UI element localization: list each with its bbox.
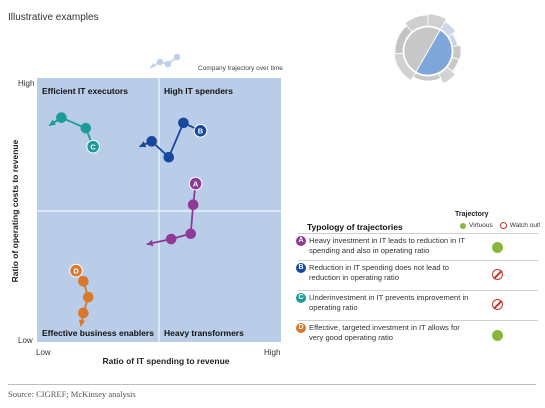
y-axis-low-label: Low (18, 336, 33, 345)
arrowhead (139, 141, 147, 148)
trajectory-caption: Company trajectory over time (198, 65, 283, 72)
watch-key-label: Watch out! (509, 222, 541, 229)
trajectory-header: Trajectory (455, 211, 489, 218)
arrowhead (78, 319, 86, 327)
badge-b: B (296, 263, 306, 273)
data-point (146, 136, 157, 147)
legend-row-c: C Underinvestment in IT prevents improve… (296, 293, 472, 312)
y-axis-title: Ratio of operating costs to revenue (10, 139, 20, 283)
start-point (188, 176, 203, 191)
legend-divider (298, 320, 538, 321)
data-point (185, 228, 197, 240)
virtuous-status-icon (492, 242, 503, 253)
data-point (78, 275, 89, 287)
trajectory-key-icon (149, 53, 181, 69)
x-axis-title: Ratio of IT spending to revenue (102, 356, 230, 366)
data-point (80, 122, 92, 134)
quadrant-label-top-right: High IT spenders (164, 86, 233, 96)
arrowhead (146, 239, 154, 247)
y-axis-high-label: High (18, 79, 35, 88)
data-point (165, 233, 177, 245)
legend-row-text: Underinvestment in IT prevents improveme… (309, 293, 469, 312)
x-axis-high-label: High (264, 348, 281, 357)
virtuous-key-label: Virtuous (469, 222, 493, 229)
legend-divider (298, 260, 538, 261)
quadrant-label-bottom-left: Effective business enablers (42, 328, 154, 338)
source-note: Source: CIGREF; McKinsey analysis (8, 389, 136, 399)
start-point (86, 139, 100, 154)
legend-row-b: B Reduction in IT spending does not lead… (296, 263, 472, 282)
trajectory-a: A (146, 176, 203, 247)
legend-divider (298, 290, 538, 291)
watch-key-icon (499, 222, 507, 229)
legend-row-a: A Heavy investment in IT leads to reduct… (296, 236, 472, 255)
legend-title: Typology of trajectories (307, 222, 403, 232)
series-letter: D (73, 267, 79, 276)
trajectory-line (48, 116, 94, 147)
legend-row-text: Reduction in IT spending does not lead t… (309, 263, 450, 282)
legend-row-text: Effective, targeted investment in IT all… (309, 323, 460, 342)
sunburst-segment (403, 26, 441, 73)
quadrant-label-bottom-right: Heavy transformers (164, 328, 244, 338)
virtuous-key-icon (460, 222, 466, 229)
data-point (56, 112, 67, 123)
legend-row-text: Heavy investment in IT leads to reductio… (309, 236, 465, 255)
data-point (163, 151, 175, 163)
data-point (187, 199, 199, 211)
quadrant-label-top-left: Efficient IT executors (42, 86, 128, 96)
data-point (78, 307, 89, 319)
x-axis-low-label: Low (36, 348, 51, 357)
sunburst-segment (415, 29, 453, 76)
start-point (193, 124, 208, 138)
trajectory-c: C (48, 112, 100, 154)
arrowhead (49, 119, 56, 126)
trajectory-b: B (139, 117, 208, 163)
sunburst-segment (404, 14, 429, 33)
legend-divider (298, 233, 538, 234)
start-point (69, 263, 83, 278)
legend-row-d: D Effective, targeted investment in IT a… (296, 323, 472, 342)
footer-divider (8, 384, 536, 385)
badge-d: D (296, 323, 306, 333)
status-key: Virtuous Watch out! (460, 222, 541, 229)
data-point (82, 291, 94, 303)
series-letter: B (198, 127, 204, 136)
series-letter: A (193, 179, 199, 188)
series-letter: C (90, 142, 96, 151)
watch-status-icon (492, 269, 503, 280)
data-point (178, 117, 189, 129)
badge-a: A (296, 236, 306, 246)
caption: Illustrative examples (8, 12, 99, 23)
virtuous-status-icon (492, 330, 503, 341)
trajectory-d: D (69, 263, 94, 327)
watch-status-icon (492, 299, 503, 310)
badge-c: C (296, 293, 306, 303)
sunburst-icon (393, 13, 462, 85)
